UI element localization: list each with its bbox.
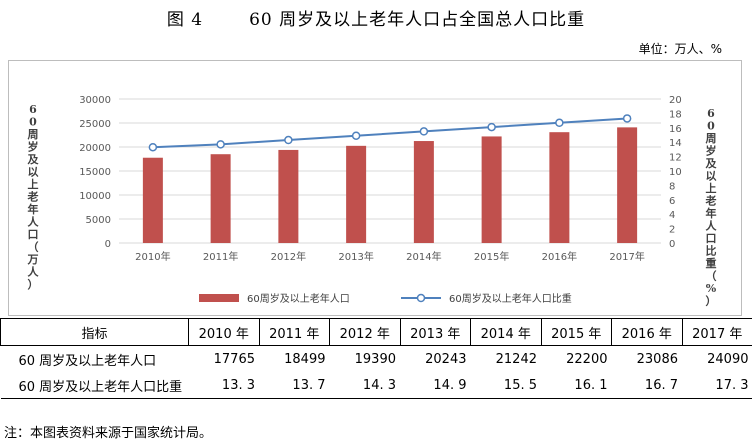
table-header-year: 2012 年 <box>329 318 401 346</box>
y-left-tick-label: 5000 <box>86 215 111 226</box>
table-row: 60 周岁及以上老年人口 17765 18499 19390 20243 21242 222… <box>1 346 752 373</box>
table-header-year: 2010 年 <box>188 318 260 346</box>
legend-bar-label: 60周岁及以上老年人口 <box>247 292 350 305</box>
line-point <box>622 114 632 123</box>
figure-title: 图 4 60 周岁及以上老年人口占全国总人口比重 <box>0 0 752 40</box>
source-note: 注：本图表资料来源于国家统计局。 <box>4 426 213 441</box>
bar <box>413 141 434 243</box>
y-right-tick-label: 0 <box>669 239 675 250</box>
table-header-year: 2013 年 <box>399 318 471 346</box>
table-body: 60 周岁及以上老年人口 17765 18499 19390 20243 21242 222… <box>0 346 752 399</box>
y-right-tick-label: 16 <box>669 124 682 135</box>
chart-area: 0 5000 10000 15000 20000 25000 30000 0 2 4 6 8 10 12 1… <box>8 60 742 316</box>
table-cell: 23086 <box>636 351 678 367</box>
chart-svg: 0 5000 10000 15000 20000 25000 30000 0 2 4 6 8 10 12 1… <box>27 95 718 308</box>
line-point <box>351 131 361 140</box>
y-left-tick-label: 15000 <box>79 167 111 178</box>
unit-label: 单位：万人、% <box>638 42 722 56</box>
y-right-tick-label: 14 <box>669 138 682 149</box>
table-cell: 20243 <box>425 351 467 367</box>
y-right-axis-title: 6 0 周岁及以上老年人口比重（%） <box>705 107 718 308</box>
y-right-tick-label: 8 <box>669 181 675 192</box>
table-cell: 13. 7 <box>259 372 330 399</box>
x-tick-label: 2016年 <box>542 250 577 263</box>
bar <box>617 127 638 243</box>
table-header-year: 2011 年 <box>258 318 330 346</box>
table-header-label: 指标 <box>0 318 189 346</box>
table-header-year: 2016 年 <box>611 318 683 346</box>
legend-line-marker <box>416 293 426 303</box>
table-row-label: 60 周岁及以上老年人口比重 <box>0 372 189 399</box>
x-tick-label: 2015年 <box>474 250 509 263</box>
table-cell: 17. 3 <box>682 372 752 399</box>
table-cell: 24090 <box>707 351 749 367</box>
bar <box>346 145 367 243</box>
figure-label: 图 4 <box>166 10 204 30</box>
table-cell: 16. 7 <box>611 372 682 399</box>
table-header-year: 2017 年 <box>681 318 752 346</box>
x-tick-label: 2012年 <box>271 250 306 263</box>
bar <box>210 154 231 243</box>
x-tick-label: 2013年 <box>338 250 373 263</box>
table-cell: 15. 5 <box>470 372 541 399</box>
line-point <box>284 135 293 145</box>
legend-bar-swatch <box>199 294 239 302</box>
table-row-label: 60 周岁及以上老年人口 <box>18 353 157 369</box>
line-point <box>419 127 429 136</box>
line-point <box>148 142 158 152</box>
bar <box>278 149 299 243</box>
table-cell: 19390 <box>354 351 396 367</box>
figure-title-text: 60 周岁及以上老年人口占全国总人口比重 <box>249 10 586 30</box>
table-header-year: 2015 年 <box>540 318 612 346</box>
table-header-year: 2014 年 <box>470 318 542 346</box>
y-left-tick-label: 10000 <box>79 191 111 202</box>
bar <box>481 136 502 243</box>
table-cell: 17765 <box>213 351 255 367</box>
x-tick-label: 2011年 <box>203 250 238 263</box>
table-cell: 13. 3 <box>188 372 259 399</box>
series-line <box>152 117 628 149</box>
line-point <box>487 122 496 132</box>
table-cell: 22200 <box>566 351 608 367</box>
y-left-tick-label: 30000 <box>79 95 111 106</box>
y-right-tick-label: 10 <box>669 167 682 178</box>
line-point <box>216 140 225 149</box>
y-right-tick-label: 2 <box>669 225 675 236</box>
y-right-tick-label: 20 <box>669 95 682 106</box>
legend-line-label: 60周岁及以上老年人口比重 <box>449 292 572 305</box>
table-cell: 16. 1 <box>541 372 612 399</box>
x-tick-label: 2014年 <box>406 250 441 263</box>
bar <box>142 157 163 243</box>
y-right-tick-label: 6 <box>669 196 675 207</box>
y-left-tick-label: 0 <box>105 239 111 250</box>
x-tick-label: 2017年 <box>609 250 644 263</box>
line-point <box>555 118 564 128</box>
y-left-tick-label: 25000 <box>79 119 111 130</box>
table-cell: 21242 <box>495 351 537 367</box>
y-right-tick-label: 12 <box>669 153 682 164</box>
x-tick-label: 2010年 <box>135 250 170 263</box>
table-cell: 14. 3 <box>329 372 400 399</box>
y-left-tick-label: 20000 <box>79 143 111 154</box>
table-cell: 14. 9 <box>400 372 471 399</box>
y-right-tick-label: 4 <box>669 210 675 221</box>
bar <box>549 132 570 243</box>
table-cell: 18499 <box>284 351 326 367</box>
y-right-tick-label: 18 <box>669 109 682 120</box>
y-left-axis-title: 6 0 周岁及以上老年人口（万人） <box>27 103 40 291</box>
